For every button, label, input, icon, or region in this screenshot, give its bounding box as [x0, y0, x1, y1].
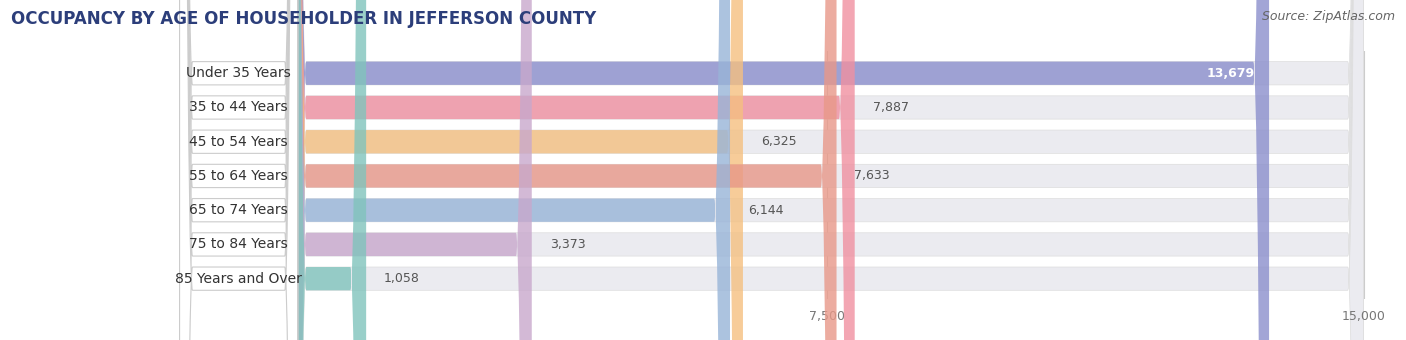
Text: 6,325: 6,325: [761, 135, 796, 148]
FancyBboxPatch shape: [180, 0, 298, 340]
FancyBboxPatch shape: [291, 0, 1364, 340]
Text: 65 to 74 Years: 65 to 74 Years: [190, 203, 288, 217]
Text: 3,373: 3,373: [550, 238, 585, 251]
FancyBboxPatch shape: [180, 0, 298, 340]
Text: 85 Years and Over: 85 Years and Over: [176, 272, 302, 286]
Text: 1,058: 1,058: [384, 272, 420, 285]
FancyBboxPatch shape: [291, 0, 742, 340]
Text: 13,679: 13,679: [1206, 67, 1254, 80]
Text: 35 to 44 Years: 35 to 44 Years: [190, 101, 288, 115]
FancyBboxPatch shape: [291, 0, 366, 340]
Text: 45 to 54 Years: 45 to 54 Years: [190, 135, 288, 149]
FancyBboxPatch shape: [291, 0, 1364, 340]
Text: Source: ZipAtlas.com: Source: ZipAtlas.com: [1261, 10, 1395, 23]
FancyBboxPatch shape: [291, 0, 531, 340]
FancyBboxPatch shape: [180, 0, 298, 340]
FancyBboxPatch shape: [291, 0, 1364, 340]
Text: 7,887: 7,887: [873, 101, 908, 114]
Text: 75 to 84 Years: 75 to 84 Years: [190, 237, 288, 251]
FancyBboxPatch shape: [180, 0, 298, 340]
FancyBboxPatch shape: [180, 0, 298, 340]
FancyBboxPatch shape: [291, 0, 855, 340]
FancyBboxPatch shape: [180, 0, 298, 340]
FancyBboxPatch shape: [291, 0, 1270, 340]
Text: 7,633: 7,633: [855, 169, 890, 183]
FancyBboxPatch shape: [291, 0, 1364, 340]
Text: 6,144: 6,144: [748, 204, 783, 217]
FancyBboxPatch shape: [291, 0, 730, 340]
Text: OCCUPANCY BY AGE OF HOUSEHOLDER IN JEFFERSON COUNTY: OCCUPANCY BY AGE OF HOUSEHOLDER IN JEFFE…: [11, 10, 596, 28]
FancyBboxPatch shape: [291, 0, 1364, 340]
FancyBboxPatch shape: [180, 0, 298, 340]
FancyBboxPatch shape: [291, 0, 1364, 340]
Text: Under 35 Years: Under 35 Years: [186, 66, 291, 80]
FancyBboxPatch shape: [291, 0, 1364, 340]
Text: 55 to 64 Years: 55 to 64 Years: [190, 169, 288, 183]
FancyBboxPatch shape: [291, 0, 837, 340]
